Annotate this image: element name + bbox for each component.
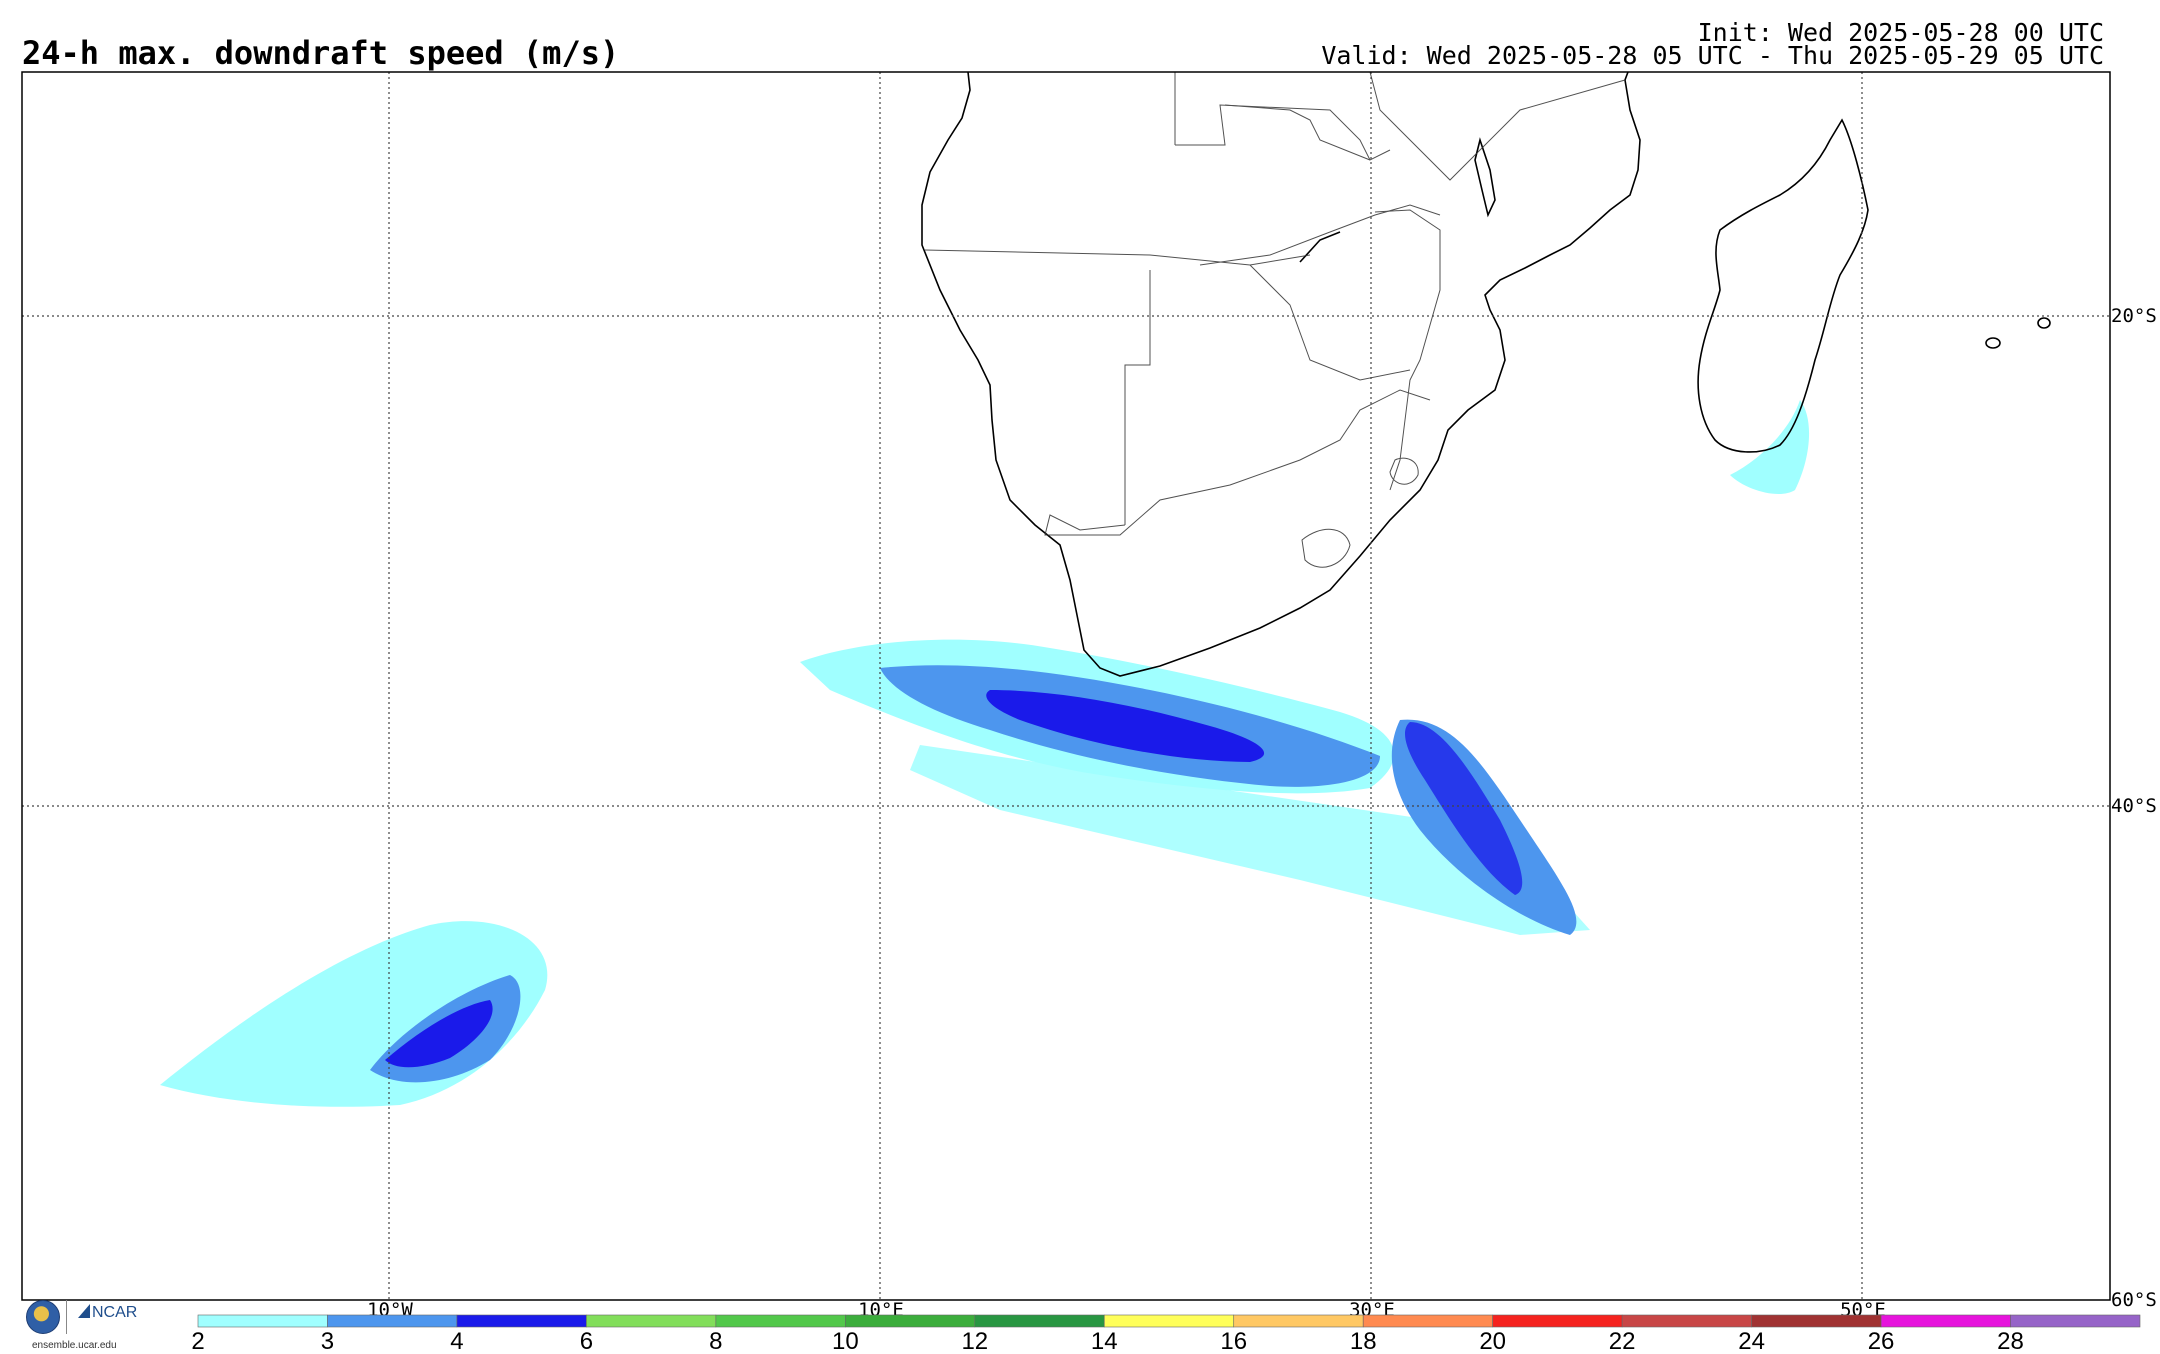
colorbar-tick-label: 4 xyxy=(450,1328,463,1354)
colorbar-swatch xyxy=(1880,1314,2011,1328)
colorbar-swatches xyxy=(197,1314,2141,1328)
colorbar-swatch xyxy=(456,1314,587,1328)
map-area xyxy=(160,72,2051,1107)
colorbar-swatch xyxy=(845,1314,976,1328)
colorbar-swatch xyxy=(327,1314,458,1328)
swaziland-outline xyxy=(1389,457,1419,485)
ncar-logo: NCAR xyxy=(78,1304,137,1322)
gridlines xyxy=(22,72,2110,1300)
init-time: Init: Wed 2025-05-28 00 UTC xyxy=(1697,18,2104,47)
colorbar-swatch xyxy=(586,1314,717,1328)
colorbar-tick-label: 10 xyxy=(832,1328,859,1354)
ncar-triangle-icon xyxy=(78,1304,90,1318)
time-info: Init: Wed 2025-05-28 00 UTC Valid: Wed 2… xyxy=(1321,18,2104,70)
border-namibia-angola xyxy=(924,249,1311,266)
border-botswana-zimbabwe xyxy=(1249,264,1411,381)
valid-time: Valid: Wed 2025-05-28 05 UTC - Thu 2025-… xyxy=(1321,41,2104,70)
lat-label-60s: 60°S xyxy=(2111,1289,2157,1311)
colorbar-swatch xyxy=(974,1314,1105,1328)
nsf-logo-icon xyxy=(26,1300,60,1334)
border-mozambique xyxy=(1374,209,1441,491)
border-zambia-zimbabwe xyxy=(1199,204,1441,266)
colorbar-tick-label: 14 xyxy=(1091,1328,1118,1354)
logo-separator xyxy=(66,1300,67,1334)
lat-labels: 20°S 40°S 60°S xyxy=(2111,305,2157,1311)
border-zambia xyxy=(1175,104,1391,161)
colorbar-swatch xyxy=(1362,1314,1493,1328)
colorbar-tick-label: 26 xyxy=(1868,1328,1895,1354)
colorbar-swatch xyxy=(197,1314,328,1328)
lat-label-20s: 20°S xyxy=(2111,305,2157,327)
lesotho-outline xyxy=(1301,528,1351,568)
coastlines xyxy=(921,72,2051,677)
downdraft-region-madagascar xyxy=(1730,400,1810,495)
lat-label-40s: 40°S xyxy=(2111,795,2157,817)
ncar-logo-text: NCAR xyxy=(92,1304,138,1321)
country-borders xyxy=(924,72,1626,568)
colorbar-tick-label: 18 xyxy=(1350,1328,1377,1354)
africa-coastline xyxy=(921,72,1641,677)
colorbar-swatch xyxy=(1621,1314,1752,1328)
border-southafrica-north xyxy=(1044,389,1431,536)
border-drc xyxy=(1174,72,1371,161)
colorbar-swatch xyxy=(1103,1314,1235,1328)
map-title: 24-h max. downdraft speed (m/s) xyxy=(22,34,620,72)
lake-malawi-outline xyxy=(1474,137,1496,218)
colorbar-tick-label: 3 xyxy=(321,1328,334,1354)
colorbar-swatch xyxy=(1492,1314,1623,1328)
colorbar-tick-label: 6 xyxy=(580,1328,593,1354)
colorbar-swatch xyxy=(1233,1314,1364,1328)
colorbar-swatch xyxy=(715,1314,846,1328)
downdraft-region-strong xyxy=(986,690,1265,762)
colorbar-tick-label: 22 xyxy=(1609,1328,1636,1354)
madagascar-coastline xyxy=(1697,118,1869,453)
colorbar-tick-label: 24 xyxy=(1738,1328,1765,1354)
colorbar-swatch xyxy=(1751,1314,1882,1328)
logo-block: NCAR ensemble.ucar.edu xyxy=(24,1300,156,1352)
lake-kariba-outline xyxy=(1299,231,1341,263)
downdraft-region-atlantic-strong xyxy=(385,1000,493,1068)
downdraft-streaks xyxy=(910,745,1590,935)
border-tanzania xyxy=(1369,72,1626,181)
colorbar-tick-label: 8 xyxy=(709,1328,722,1354)
colorbar-tick-label: 12 xyxy=(961,1328,988,1354)
mauritius-outline xyxy=(1985,337,2001,349)
border-namibia-botswana xyxy=(1124,270,1151,525)
map-frame xyxy=(21,71,2111,1301)
colorbar-labels: 2 3 4 6 8 10 12 14 16 18 20 22 24 26 28 xyxy=(191,1328,2024,1354)
colorbar-tick-label: 20 xyxy=(1479,1328,1506,1354)
colorbar: 2 3 4 6 8 10 12 14 16 18 20 22 24 26 28 xyxy=(191,1314,2141,1354)
downdraft-shading xyxy=(160,400,1810,1107)
downdraft-streak-east-core xyxy=(1405,722,1523,895)
colorbar-swatch xyxy=(2010,1314,2141,1328)
colorbar-tick-label: 2 xyxy=(191,1328,204,1354)
colorbar-tick-label: 28 xyxy=(1997,1328,2024,1354)
reunion-outline xyxy=(2037,317,2051,329)
site-url: ensemble.ucar.edu xyxy=(32,1340,117,1351)
colorbar-tick-label: 16 xyxy=(1220,1328,1247,1354)
